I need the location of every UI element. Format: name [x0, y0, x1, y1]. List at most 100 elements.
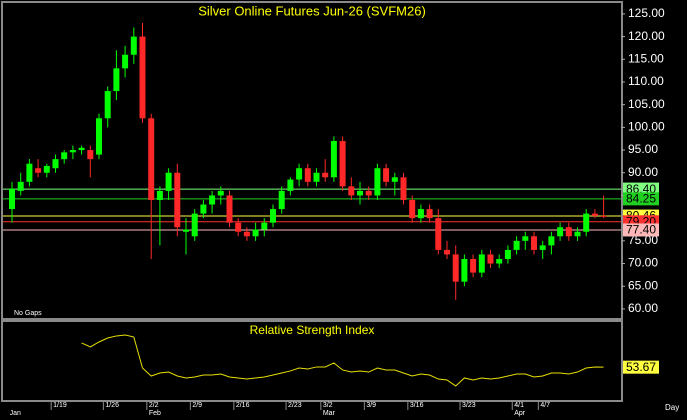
candle-body [513, 240, 520, 250]
price-label: 86.40 [626, 182, 656, 196]
price-label-box [623, 192, 659, 206]
candle-body [557, 227, 564, 237]
y-tick-label: 115.00 [628, 51, 664, 65]
price-panel-frame [1, 1, 623, 320]
candle-body [304, 168, 311, 182]
x-tick-label: 2/16 [236, 402, 250, 409]
y-tick-label: 120.00 [628, 29, 665, 43]
y-tick-label: 70.00 [628, 256, 658, 270]
candle-body [496, 258, 503, 264]
y-tick-label: 95.00 [628, 142, 658, 156]
x-tick-label: 4/7 [540, 402, 550, 409]
candle-body [452, 254, 459, 282]
candle-body [61, 152, 68, 160]
candle-body [156, 190, 163, 200]
y-tick-label: 65.00 [628, 278, 658, 292]
candle-body [96, 118, 102, 155]
candle-body [130, 36, 137, 55]
interval-label: Day [665, 403, 679, 412]
candle-body [313, 172, 320, 182]
x-tick-label: 3/16 [410, 402, 424, 409]
candle-body [383, 168, 390, 182]
candle-body [444, 249, 450, 255]
candle-body [583, 213, 590, 232]
candle-body [52, 159, 59, 169]
month-label: Apr [514, 410, 526, 417]
y-tick-label: 125.00 [628, 6, 665, 20]
candle-body [374, 168, 381, 196]
y-tick-label: 110.00 [628, 74, 664, 88]
x-tick-label: 3/23 [462, 402, 476, 409]
candle-body [339, 140, 346, 187]
price-label-box [623, 223, 659, 237]
y-tick-label: 60.00 [628, 301, 658, 315]
candle-body [226, 195, 233, 223]
price-label: 84.25 [626, 192, 656, 206]
candle-body [217, 190, 224, 196]
month-label: Feb [149, 410, 161, 417]
rsi-title: Relative Strength Index [250, 323, 375, 337]
candle-body [9, 188, 15, 210]
candle-body [183, 229, 189, 232]
candle-body [391, 177, 398, 182]
candle-body [270, 209, 276, 223]
candle-body [409, 199, 416, 219]
candle-body [435, 218, 442, 250]
candle-body [278, 190, 285, 210]
candle-body [174, 172, 181, 228]
x-tick-label: 1/19 [53, 402, 67, 409]
candle-body [426, 209, 433, 219]
month-label: Jan [10, 410, 21, 417]
candle-body [600, 215, 607, 217]
x-tick-label: 4/1 [514, 402, 524, 409]
rsi-label-box [623, 360, 659, 374]
candle-body [548, 236, 555, 246]
candle-body [69, 150, 76, 153]
candle-body [531, 236, 537, 250]
candle-body [478, 254, 485, 273]
candle-body [365, 190, 372, 196]
y-tick-label: 105.00 [628, 97, 665, 111]
candle-body [417, 209, 424, 219]
candle-body [348, 186, 355, 196]
candle-body [296, 168, 303, 180]
x-tick-label: 2/9 [192, 402, 202, 409]
candle-body [235, 222, 242, 232]
candle-body [43, 165, 50, 173]
candle-body [17, 181, 24, 191]
candle-body [113, 68, 120, 92]
x-tick-label: 2/2 [149, 402, 159, 409]
candle-body [122, 54, 129, 69]
y-tick-label: 100.00 [628, 120, 665, 134]
candle-body [287, 179, 294, 191]
candle-body [522, 236, 529, 241]
candle-body [357, 190, 363, 196]
rsi-line [81, 334, 604, 387]
x-tick-label: 1/26 [105, 402, 119, 409]
candle-body [243, 231, 250, 237]
candle-body [574, 231, 581, 237]
chart-title: Silver Online Futures Jun-26 (SVFM26) [198, 3, 426, 18]
candle-body [191, 213, 198, 237]
price-label: 77.40 [626, 223, 656, 237]
candle-body [200, 204, 207, 214]
candle-body [487, 254, 494, 264]
candle-body [504, 249, 511, 259]
candle-body [539, 245, 546, 250]
candle-body [470, 258, 477, 273]
y-tick-label: 75.00 [628, 233, 658, 247]
candle-body [400, 177, 407, 200]
candle-body [209, 195, 216, 205]
candle-body [252, 229, 259, 237]
x-tick-label: 2/23 [288, 402, 302, 409]
candle-body [87, 150, 94, 160]
candle-body [165, 172, 172, 191]
x-tick-label: 3/2 [323, 402, 333, 409]
candle-body [78, 147, 85, 151]
x-tick-label: 3/9 [366, 402, 376, 409]
rsi-panel-frame [1, 320, 623, 402]
gap-note: No Gaps [14, 310, 42, 317]
candle-body [261, 222, 268, 230]
